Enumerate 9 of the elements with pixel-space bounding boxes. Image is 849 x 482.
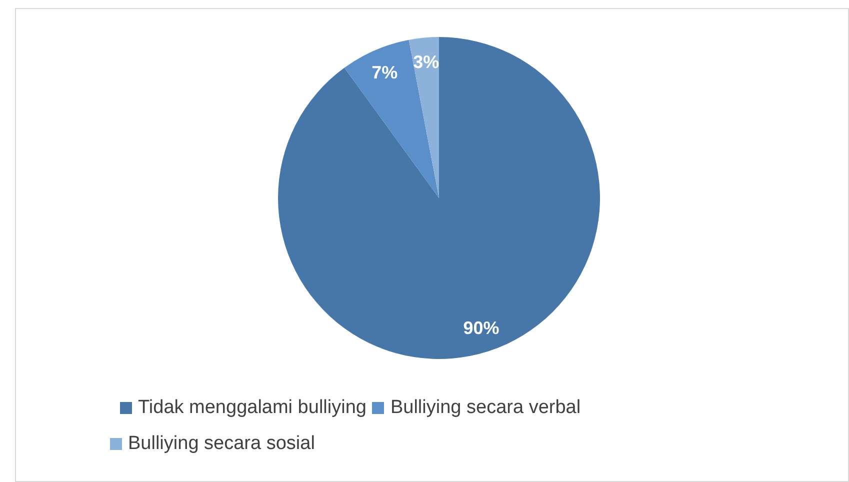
legend-label: Tidak menggalami bulliying: [138, 396, 366, 420]
data-label: 7%: [372, 62, 398, 82]
pie-slice: [278, 37, 600, 359]
data-label: 3%: [413, 52, 440, 72]
legend-label: Bulliying secara verbal: [390, 396, 581, 420]
legend-label: Bulliying secara sosial: [128, 432, 315, 456]
data-label: 90%: [463, 318, 500, 338]
pie-slice: [408, 37, 439, 198]
pie-slice: [344, 40, 439, 198]
